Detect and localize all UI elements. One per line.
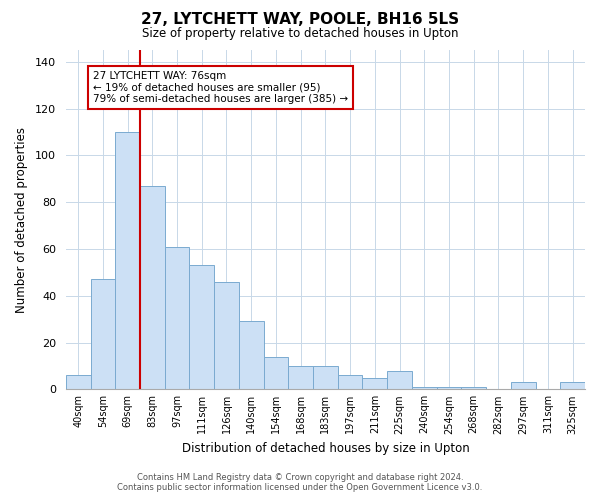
Bar xyxy=(362,378,387,390)
X-axis label: Distribution of detached houses by size in Upton: Distribution of detached houses by size … xyxy=(182,442,469,455)
Bar xyxy=(437,387,461,390)
Text: Contains HM Land Registry data © Crown copyright and database right 2024.
Contai: Contains HM Land Registry data © Crown c… xyxy=(118,473,482,492)
Y-axis label: Number of detached properties: Number of detached properties xyxy=(15,126,28,312)
Text: Size of property relative to detached houses in Upton: Size of property relative to detached ho… xyxy=(142,28,458,40)
Bar xyxy=(115,132,140,390)
Bar xyxy=(91,280,115,390)
Text: 27, LYTCHETT WAY, POOLE, BH16 5LS: 27, LYTCHETT WAY, POOLE, BH16 5LS xyxy=(141,12,459,28)
Bar xyxy=(164,246,190,390)
Bar xyxy=(313,366,338,390)
Text: 27 LYTCHETT WAY: 76sqm
← 19% of detached houses are smaller (95)
79% of semi-det: 27 LYTCHETT WAY: 76sqm ← 19% of detached… xyxy=(93,71,348,104)
Bar xyxy=(66,376,91,390)
Bar xyxy=(214,282,239,390)
Bar xyxy=(239,322,263,390)
Bar xyxy=(263,356,289,390)
Bar xyxy=(560,382,585,390)
Bar xyxy=(289,366,313,390)
Bar xyxy=(338,376,362,390)
Bar xyxy=(387,370,412,390)
Bar xyxy=(190,266,214,390)
Bar xyxy=(461,387,486,390)
Bar xyxy=(511,382,536,390)
Bar xyxy=(140,186,164,390)
Bar xyxy=(412,387,437,390)
